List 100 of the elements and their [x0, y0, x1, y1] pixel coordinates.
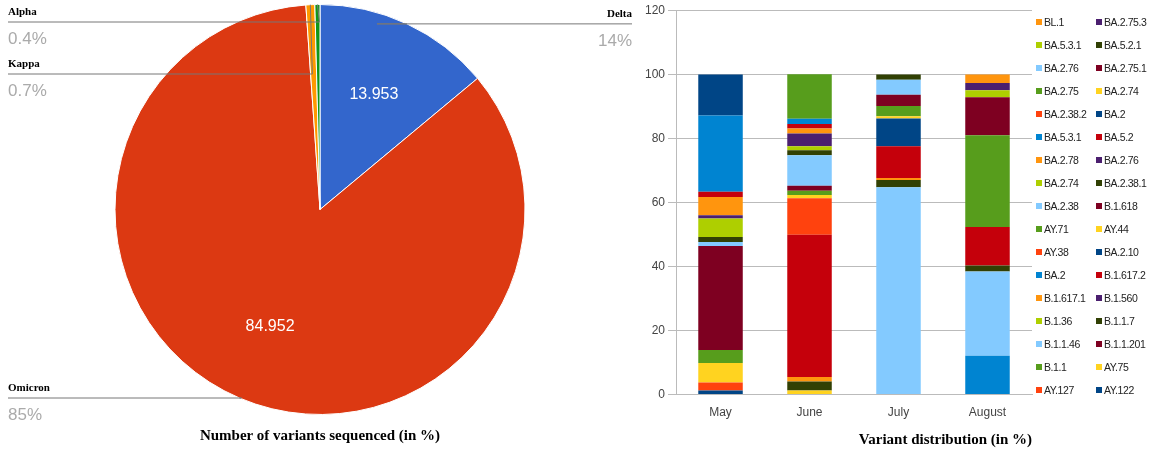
legend-label: BA.2.10 — [1104, 245, 1139, 258]
bar — [965, 74, 1010, 83]
bar — [787, 133, 832, 147]
legend-label: AY.44 — [1104, 222, 1129, 235]
bar — [787, 198, 832, 235]
legend-label: B.1.1 — [1044, 360, 1067, 373]
legend-label: BA.5.3.1 — [1044, 130, 1082, 143]
x-tick-label: August — [968, 405, 1007, 420]
legend-label: B.1.617.1 — [1044, 291, 1086, 304]
bar — [698, 215, 743, 219]
x-tick-label: July — [887, 405, 910, 420]
bar — [965, 265, 1010, 272]
bar — [698, 242, 743, 246]
bar — [965, 135, 1010, 228]
bar — [787, 376, 832, 382]
legend-label: AY.127 — [1044, 383, 1074, 396]
slice-label: Delta — [606, 6, 633, 19]
legend-label: BL.1 — [1044, 15, 1064, 28]
legend-label: BA.5.3.1 — [1044, 38, 1082, 51]
data-label: 84.952 — [245, 316, 295, 334]
bar — [787, 381, 832, 391]
text: 85% — [8, 405, 43, 425]
legend-label: BA.2.76 — [1044, 61, 1079, 74]
y-tick-label: 60 — [651, 194, 666, 209]
bar — [876, 116, 921, 119]
bar — [698, 196, 743, 216]
legend-label: BA.2 — [1044, 268, 1066, 281]
bar — [787, 123, 832, 129]
text: Variant distribution (in %) — [858, 430, 1032, 448]
legend-label: AY.75 — [1104, 360, 1129, 373]
slice-label: Kappa — [8, 57, 41, 69]
bar — [876, 187, 921, 395]
legend-label: BA.2.38 — [1044, 199, 1079, 212]
bar — [876, 74, 921, 80]
bar — [787, 234, 832, 377]
text: 14% — [597, 30, 632, 50]
legend-label: BA.2.75.1 — [1104, 61, 1147, 74]
bar — [698, 362, 743, 383]
bar — [698, 382, 743, 391]
text: 0.4% — [8, 29, 47, 48]
legend-label: B.1.618 — [1104, 199, 1138, 212]
legend-label: AY.71 — [1044, 222, 1069, 235]
legend-label: BA.2.74 — [1044, 176, 1079, 189]
bar — [787, 74, 832, 119]
legend-label: B.1.617.2 — [1104, 268, 1146, 281]
y-tick-label: 100 — [644, 66, 666, 81]
bar — [787, 185, 832, 191]
bar — [965, 90, 1010, 98]
legend-label: B.1.36 — [1044, 314, 1072, 327]
bar — [876, 146, 921, 179]
y-tick-label: 20 — [651, 322, 666, 337]
legend-label: B.1.1.7 — [1104, 314, 1135, 327]
bar — [787, 150, 832, 156]
data-label: 13.953 — [349, 84, 399, 102]
legend-label: BA.5.2.1 — [1104, 38, 1142, 51]
text: 0.7% — [8, 81, 47, 100]
legend-label: BA.2.38.2 — [1044, 107, 1087, 120]
bar — [876, 118, 921, 147]
y-tick-label: 40 — [651, 258, 666, 273]
legend-label: BA.2.75 — [1044, 84, 1079, 97]
bar — [787, 155, 832, 186]
slice-label: Omicron — [8, 381, 50, 394]
bar — [787, 146, 832, 151]
bar — [698, 218, 743, 237]
bar — [698, 74, 743, 116]
legend-label: BA.2.75.3 — [1104, 15, 1147, 28]
legend-label: B.1.1.201 — [1104, 337, 1146, 350]
legend-label: BA.2.38.1 — [1104, 176, 1147, 189]
bar — [876, 79, 921, 95]
bar — [787, 390, 832, 395]
bar — [698, 237, 743, 243]
y-tick-label: 0 — [658, 386, 666, 401]
bar — [876, 105, 921, 117]
legend-label: AY.122 — [1104, 383, 1134, 396]
bar — [965, 82, 1010, 91]
bar — [698, 191, 743, 197]
bar — [787, 190, 832, 196]
slice-label: Alpha — [8, 5, 38, 17]
legend-label: BA.2.78 — [1044, 153, 1079, 166]
legend-label: BA.2.76 — [1104, 153, 1139, 166]
legend-label: BA.5.2 — [1104, 130, 1134, 143]
x-tick-label: May — [709, 405, 732, 420]
legend-label: AY.38 — [1044, 245, 1069, 258]
bar — [698, 390, 743, 395]
x-tick-label: June — [796, 405, 823, 420]
legend-label: B.1.560 — [1104, 291, 1138, 304]
bar — [698, 115, 743, 192]
bar — [698, 245, 743, 351]
legend-label: BA.2 — [1104, 107, 1126, 120]
bar — [698, 350, 743, 363]
y-tick-label: 120 — [644, 2, 666, 17]
y-tick-label: 80 — [651, 130, 666, 145]
legend-label: B.1.1.46 — [1044, 337, 1080, 350]
bar — [876, 179, 921, 188]
bar — [787, 118, 832, 124]
text: Number of variants sequenced (in %) — [199, 426, 441, 444]
bar — [965, 227, 1010, 266]
bar — [787, 195, 832, 199]
bar — [965, 355, 1010, 395]
bar — [965, 97, 1010, 136]
